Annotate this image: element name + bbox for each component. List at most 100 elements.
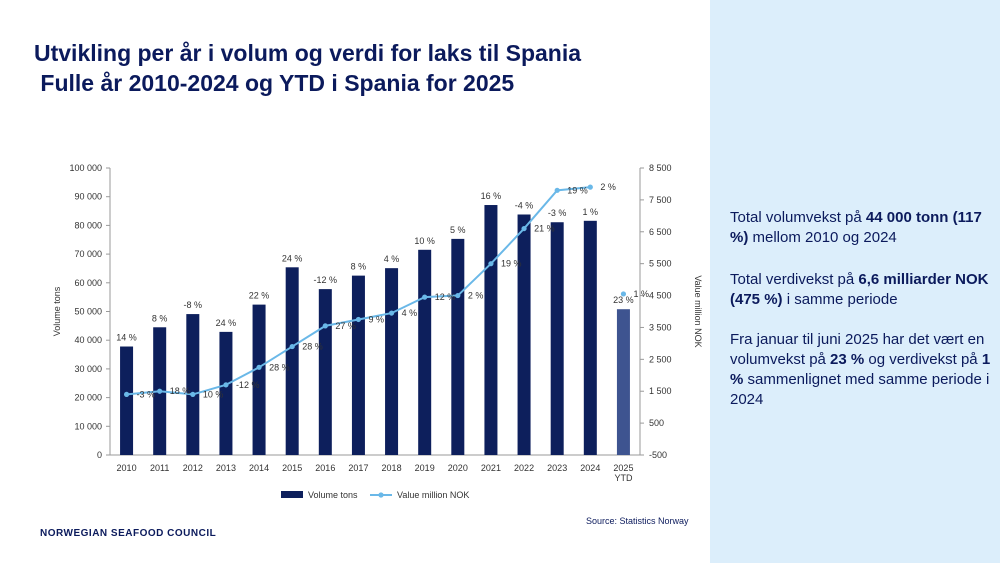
bar-volume — [484, 205, 498, 455]
y-left-tick-label: 0 — [97, 450, 102, 460]
y-left-tick-label: 80 000 — [74, 220, 102, 230]
line-point-value — [455, 292, 461, 299]
line-data-label: 18 % — [170, 386, 191, 396]
bar-data-label: 8 % — [351, 262, 367, 272]
summary-highlight: 6,6 milliarder NOK (475 %) — [730, 271, 989, 308]
line-point-value — [223, 382, 229, 388]
bar-volume — [550, 222, 564, 455]
bar-data-label: 5 % — [450, 225, 466, 235]
line-point-value — [422, 294, 428, 300]
y-left-tick-label: 60 000 — [74, 278, 102, 288]
line-data-label: 21 % — [534, 224, 555, 234]
summary-highlight: 44 000 tonn (117 %) — [730, 209, 982, 246]
bar-volume — [219, 331, 233, 455]
line-data-label: 27 % — [335, 321, 356, 331]
bar-volume — [418, 249, 432, 455]
bar-data-label: 24 % — [216, 318, 237, 328]
line-point-value — [521, 225, 527, 232]
y-left-tick-label: 90 000 — [74, 192, 102, 202]
summary-text: Total verdivekst på — [730, 271, 859, 288]
x-tick-label: 2023 — [547, 463, 567, 473]
x-tick-label: 2016 — [315, 463, 335, 473]
line-point-value — [190, 391, 196, 398]
x-tick-label: 2022 — [514, 463, 534, 473]
bar-data-label: -8 % — [184, 300, 203, 310]
y-left-tick-label: 50 000 — [74, 307, 102, 317]
summary-highlight: 23 % — [830, 351, 865, 368]
bar-data-label: 24 % — [282, 253, 303, 263]
y-left-tick-label: 70 000 — [74, 249, 102, 259]
bar-volume — [517, 214, 531, 455]
x-tick-label: 2015 — [282, 463, 302, 473]
y-right-tick-label: 7 500 — [649, 195, 672, 205]
y-left-tick-label: 10 000 — [74, 421, 102, 431]
y-right-axis-title: Value million NOK — [693, 275, 703, 347]
summary-text: Total volumvekst på — [730, 209, 866, 226]
summary-text: sammenlignet med samme periode i 2024 — [730, 371, 990, 408]
line-point-value — [355, 316, 362, 323]
x-tick-label: 2017 — [348, 463, 368, 473]
line-point-value — [322, 323, 328, 329]
line-point-value — [256, 364, 262, 370]
summary-text: i samme periode — [782, 291, 898, 308]
combo-chart: 0 10 000 20 000 30 000 40 000 50 000 60 000 70 … — [52, 163, 703, 500]
x-tick-label: YTD — [614, 473, 633, 483]
x-tick-label: 2025 — [613, 463, 633, 473]
line-data-label: 1 % — [633, 289, 649, 299]
bar-volume — [186, 314, 200, 455]
bar-volume — [385, 268, 399, 455]
summary-volume: Total volumvekst på 44 000 tonn (117 %) … — [730, 208, 992, 248]
x-tick-label: 2020 — [448, 463, 468, 473]
line-point-value — [289, 343, 295, 350]
y-right-tick-label: 2 500 — [649, 354, 672, 364]
bar-data-label: -3 % — [548, 208, 567, 218]
line-point-value — [388, 310, 395, 316]
bar-volume — [252, 304, 266, 455]
line-point-value — [620, 291, 627, 297]
x-tick-label: 2012 — [183, 463, 203, 473]
y-right-tick-label: 8 500 — [649, 163, 672, 173]
title-line-1: Utvikling per år i volum og verdi for la… — [34, 40, 582, 66]
bar-data-label: 22 % — [249, 291, 270, 301]
legend-swatch-volume — [281, 491, 303, 498]
y-left-tick-label: 20 000 — [74, 393, 102, 403]
y-right-tick-label: 500 — [649, 418, 664, 428]
chart-title: Utvikling per år i volum og verdi for la… — [34, 38, 581, 98]
y-right-tick-label: 4 500 — [649, 291, 672, 301]
summary-text: og verdivekst på — [864, 351, 982, 368]
bar-volume — [583, 220, 597, 455]
x-tick-label: 2014 — [249, 463, 269, 473]
bar-volume — [318, 289, 332, 455]
x-tick-label: 2024 — [580, 463, 600, 473]
bar-volume — [451, 238, 465, 455]
line-point-value — [554, 187, 560, 193]
line-data-label: 19 % — [501, 259, 522, 269]
bar-data-label: 16 % — [481, 191, 502, 201]
x-tick-label: 2010 — [117, 463, 137, 473]
y-right-tick-label: 6 500 — [649, 227, 672, 237]
line-data-label: 4 % — [402, 308, 418, 318]
bar-volume — [285, 267, 299, 455]
line-data-label: 2 % — [600, 182, 616, 192]
summary-ytd: Fra januar til juni 2025 har det vært en… — [730, 330, 992, 410]
x-tick-label: 2018 — [382, 463, 402, 473]
line-data-label: 12 % — [435, 292, 456, 302]
line-point-value — [123, 391, 130, 398]
y-left-tick-label: 30 000 — [74, 364, 102, 374]
legend-marker-value — [378, 492, 384, 498]
bar-data-label: 14 % — [116, 333, 137, 343]
line-data-label: 2 % — [468, 291, 484, 301]
y-right-tick-label: 1 500 — [649, 386, 672, 396]
bar-volume — [120, 346, 134, 455]
summary-text: Fra januar til juni 2025 har det vært en… — [730, 331, 985, 368]
y-right-tick-label: -500 — [649, 450, 667, 460]
footer-brand: NORWEGIAN SEAFOOD COUNCIL — [40, 528, 217, 539]
bar-data-label: 1 % — [583, 207, 599, 217]
legend-label-volume: Volume tons — [308, 490, 358, 500]
line-point-value — [488, 261, 494, 267]
line-data-label: 10 % — [203, 389, 224, 399]
y-left-tick-label: 40 000 — [74, 335, 102, 345]
bar-data-label: -12 % — [314, 275, 338, 285]
x-tick-label: 2019 — [415, 463, 435, 473]
title-line-2: Fulle år 2010-2024 og YTD i Spania for 2… — [34, 70, 515, 96]
